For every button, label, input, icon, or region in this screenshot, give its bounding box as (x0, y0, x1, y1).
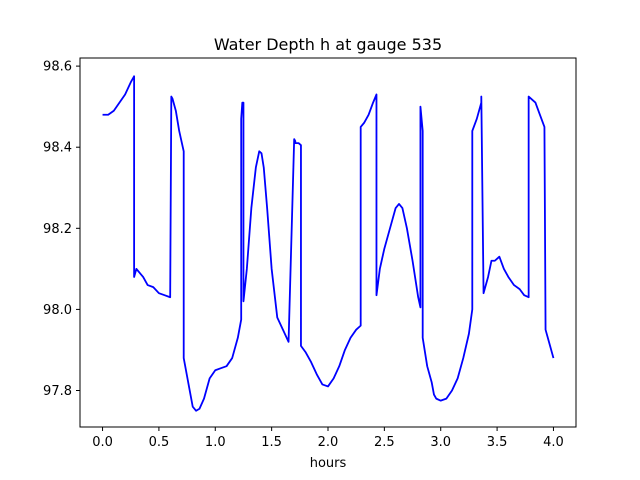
y-tick-label: 98.6 (43, 60, 72, 75)
x-axis-label: hours (310, 456, 347, 471)
y-axis: 97.8 98.0 98.2 98.4 98.6 (43, 60, 80, 399)
x-tick-label: 4.0 (543, 435, 564, 450)
y-tick-label: 98.2 (43, 222, 72, 237)
y-tick-label: 97.8 (43, 384, 72, 399)
series-line (102, 75, 555, 412)
x-axis: 0.0 0.5 1.0 1.5 2.0 2.5 3.0 3.5 4.0 (92, 427, 564, 450)
x-tick-label: 3.5 (487, 435, 508, 450)
chart-title: Water Depth h at gauge 535 (214, 35, 442, 54)
x-tick-label: 2.5 (374, 435, 395, 450)
x-tick-label: 3.0 (430, 435, 451, 450)
x-tick-label: 2.0 (318, 435, 339, 450)
x-tick-label: 0.0 (92, 435, 113, 450)
x-tick-label: 1.0 (205, 435, 226, 450)
x-tick-label: 1.5 (261, 435, 282, 450)
x-tick-label: 0.5 (149, 435, 170, 450)
y-tick-label: 98.0 (43, 303, 72, 318)
y-tick-label: 98.4 (43, 141, 72, 156)
